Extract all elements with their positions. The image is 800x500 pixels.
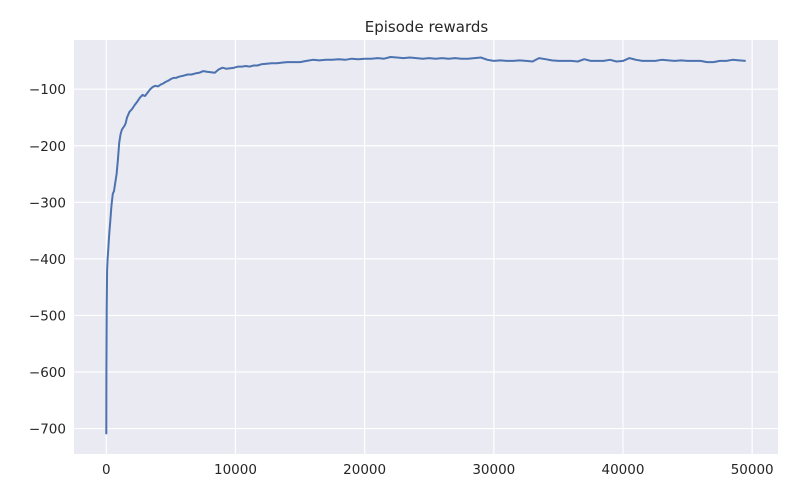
- y-axis-ticks: −700 −600 −500 −400 −300 −200 −100: [29, 82, 66, 437]
- x-axis-ticks: 0 10000 20000 30000 40000 50000: [102, 462, 774, 478]
- y-tick-label: −700: [29, 422, 66, 438]
- x-tick-label: 50000: [731, 462, 774, 478]
- grid-lines: [74, 40, 778, 454]
- y-tick-label: −400: [29, 252, 66, 268]
- y-tick-label: −600: [29, 365, 66, 381]
- series-line: [105, 56, 746, 435]
- plot-area: [74, 40, 778, 454]
- series-layer: [105, 56, 746, 435]
- x-tick-label: 20000: [343, 462, 386, 478]
- y-tick-label: −500: [29, 308, 66, 324]
- y-tick-label: −200: [29, 139, 66, 155]
- x-tick-label: 30000: [472, 462, 515, 478]
- y-tick-label: −300: [29, 195, 66, 211]
- x-tick-label: 10000: [214, 462, 257, 478]
- x-tick-label: 40000: [602, 462, 645, 478]
- y-tick-label: −100: [29, 82, 66, 98]
- x-tick-label: 0: [102, 462, 111, 478]
- chart-title: Episode rewards: [365, 18, 489, 36]
